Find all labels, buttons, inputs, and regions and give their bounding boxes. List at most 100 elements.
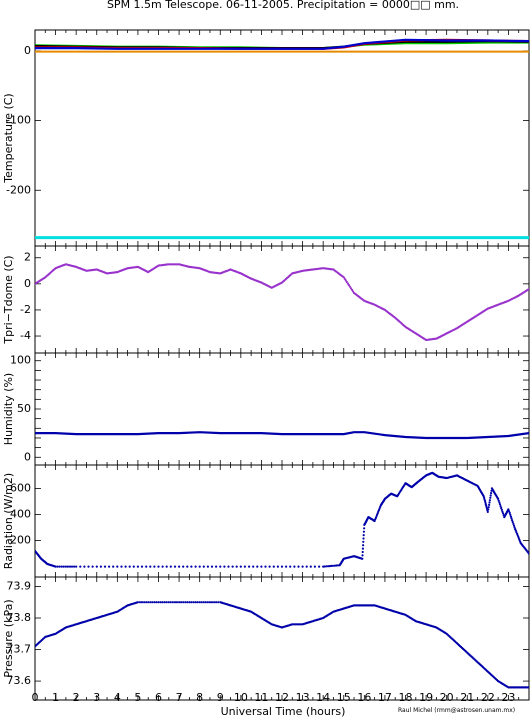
x-tick-label: 18: [399, 691, 413, 704]
humidity-data: [35, 431, 529, 440]
x-tick-label: 5: [134, 691, 141, 704]
radiation-point: [227, 565, 230, 568]
radiation-point: [313, 565, 316, 568]
pressure-point: [202, 601, 205, 604]
temperature-y-axis-label: Temperature (C): [2, 93, 15, 183]
radiation-point: [108, 565, 111, 568]
radiation-point: [145, 565, 148, 568]
radiation-point: [120, 565, 123, 568]
radiation-point: [132, 565, 135, 568]
radiation-point: [58, 565, 61, 568]
radiation-point: [215, 565, 218, 568]
radiation-point: [362, 534, 365, 537]
radiation-point: [507, 508, 510, 511]
radiation-point: [289, 565, 292, 568]
radiation-point: [322, 565, 325, 568]
humidity-y-axis-label: Humidity (%): [2, 373, 15, 445]
radiation-point: [325, 565, 328, 568]
x-tick-label: 10: [234, 691, 248, 704]
radiation-point: [510, 517, 513, 520]
radiation-point: [327, 565, 330, 568]
radiation-point: [489, 496, 492, 499]
pressure-point: [161, 601, 164, 604]
pressure-point: [149, 601, 152, 604]
pressure-point: [186, 601, 189, 604]
pressure-point: [194, 601, 197, 604]
pressure-point: [159, 601, 162, 604]
radiation-point: [363, 527, 366, 530]
tpri-tdome-point: [345, 280, 348, 284]
radiation-point: [103, 565, 107, 568]
radiation-point: [497, 497, 500, 500]
radiation-point: [73, 565, 76, 568]
radiation-point: [149, 565, 152, 568]
radiation-point: [498, 503, 502, 506]
radiation-point: [361, 554, 364, 557]
pressure-point: [151, 601, 154, 604]
radiation-point: [362, 530, 365, 533]
pressure-point: [169, 601, 172, 604]
tpri-tdome-y-tick-label: 2: [24, 251, 31, 264]
tpri-tdome-point: [351, 290, 355, 293]
radiation-frame: [34, 464, 530, 578]
radiation-point: [165, 565, 168, 568]
radiation-point: [500, 506, 503, 510]
temperature-series-3: [35, 38, 529, 50]
radiation-y-tick-label: 600: [10, 481, 31, 494]
pressure-panel: 73.6 73.7 73.8 73.9 Pressure (kPa): [2, 576, 530, 701]
radiation-y-axis-label: Radiation (W/m2): [2, 473, 15, 569]
radiation-point: [285, 565, 288, 568]
tpri-tdome-y-tick-label: -4: [20, 329, 31, 342]
radiation-point: [182, 565, 185, 568]
humidity-panel: 0 50 100 Humidity (%): [2, 352, 530, 466]
radiation-point: [301, 565, 304, 568]
radiation-point: [501, 510, 504, 513]
radiation-point: [502, 512, 505, 515]
humidity-y-tick-label: 100: [10, 354, 31, 367]
humidity-frame: [34, 352, 530, 466]
radiation-point: [161, 565, 164, 568]
x-tick-label: 3: [93, 691, 100, 704]
pressure-point: [198, 601, 201, 604]
temperature-y-tick-label: -200: [6, 183, 31, 196]
radiation-point: [153, 565, 156, 568]
pressure-point: [188, 601, 191, 604]
radiation-point: [223, 565, 226, 568]
radiation-point: [330, 564, 333, 568]
radiation-point: [128, 565, 131, 568]
chart-title: SPM 1.5m Telescope. 06-11-2005. Precipit…: [107, 0, 459, 11]
radiation-point: [497, 499, 500, 502]
radiation-point: [488, 499, 491, 502]
radiation-point: [248, 565, 251, 568]
radiation-point: [75, 565, 78, 568]
x-tick-label: 8: [196, 691, 203, 704]
radiation-point: [336, 564, 340, 567]
x-tick-label: 14: [316, 691, 330, 704]
radiation-point: [499, 505, 502, 508]
pressure-point: [200, 601, 203, 604]
radiation-point: [264, 565, 267, 568]
pressure-point: [138, 601, 142, 604]
x-axis: 0 1 2 3 4 5 6 7 8 9 10 11 12 13 14 15 16 17 18 19 20 21 22 23: [32, 691, 516, 704]
tpri-tdome-point: [527, 288, 529, 291]
radiation-point: [116, 565, 119, 568]
tpri-tdome-data: [35, 263, 529, 342]
tpri-tdome-y-axis-label: Tpri−Tdome (C): [2, 255, 15, 344]
pressure-point: [136, 601, 139, 604]
x-axis-label: Universal Time (hours): [221, 705, 346, 718]
radiation-point: [487, 508, 490, 511]
tpri-tdome-point: [344, 279, 347, 282]
radiation-point: [231, 565, 234, 568]
pressure-point: [196, 601, 199, 604]
pressure-point: [175, 601, 179, 604]
radiation-point: [140, 565, 144, 568]
x-tick-label: 11: [254, 691, 268, 704]
radiation-point: [56, 565, 59, 568]
radiation-point: [510, 519, 514, 522]
x-tick-label: 0: [32, 691, 39, 704]
pressure-y-tick-label: 73.6: [7, 674, 32, 687]
radiation-point: [202, 565, 205, 568]
pressure-point: [190, 601, 193, 604]
radiation-point: [280, 565, 284, 568]
